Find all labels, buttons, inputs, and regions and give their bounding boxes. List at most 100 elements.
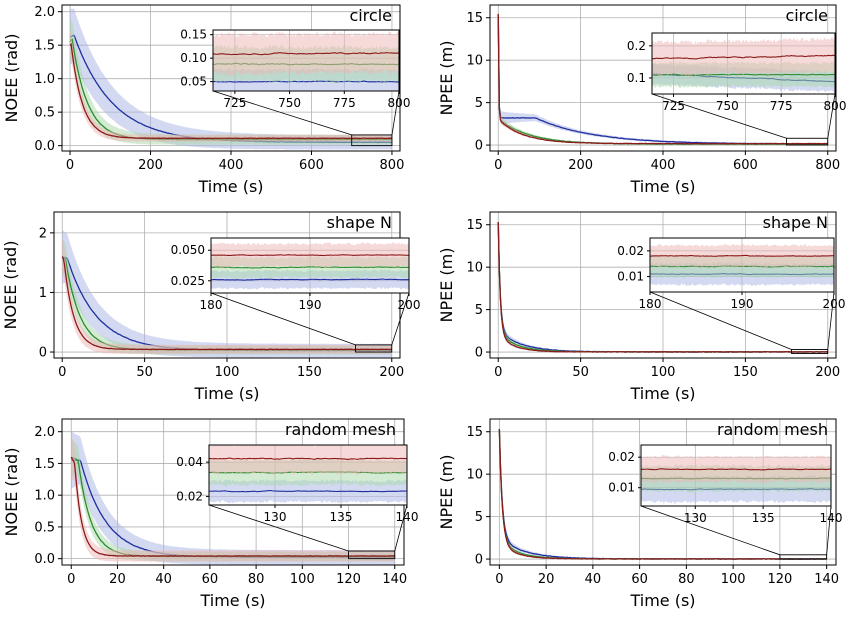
y-axis-label: NOEE (rad) [2, 448, 21, 537]
x-tick-label: 140 [382, 572, 407, 587]
inset-x-tick-label: 135 [752, 511, 775, 525]
series-line-red [497, 222, 828, 353]
x-tick-label: 80 [248, 572, 265, 587]
x-tick-label: 60 [202, 572, 219, 587]
y-tick-label: 1 [39, 286, 47, 301]
inset-y-tick-label: 0.025 [171, 274, 205, 288]
plot-frame [489, 418, 837, 566]
x-tick-label: 40 [585, 572, 602, 587]
y-tick-label: 0.5 [34, 106, 55, 121]
inset-x-tick-label: 130 [684, 511, 707, 525]
inset-p1: 725 750 775 800 0.05 0.10 0.15 [180, 28, 410, 110]
x-tick-label: 100 [651, 365, 676, 380]
inset-line-blue [213, 80, 399, 83]
x-tick-label: 150 [297, 365, 322, 380]
inset-line-red [641, 468, 831, 471]
x-tick-label: 800 [380, 158, 405, 173]
series-line-red [70, 456, 395, 557]
y-tick-label: 0 [475, 553, 483, 568]
band-red [62, 238, 392, 355]
x-tick-label: 140 [814, 572, 839, 587]
inset-x-tick-label: 200 [823, 297, 846, 311]
x-tick-label: 0 [494, 365, 502, 380]
x-tick-label: 200 [138, 158, 163, 173]
inset-x-tick-label: 140 [820, 511, 843, 525]
zoom-box [779, 554, 828, 560]
inset-y-tick-label: 0.10 [180, 51, 207, 65]
y-tick-label: 10 [466, 468, 483, 483]
chart-p1: 0 200 400 600 800 0.0 0.5 1.0 1.5 2.0 Time (s) NOEE… [2, 4, 410, 196]
inset-line-red [650, 254, 834, 257]
inset-x-tick-label: 725 [223, 96, 246, 110]
y-tick-label: 10 [466, 54, 483, 69]
x-tick-label: 20 [109, 572, 126, 587]
inset-line-red [213, 52, 399, 56]
inset-x-tick-label: 140 [396, 510, 419, 524]
x-tick-label: 100 [721, 572, 746, 587]
y-tick-label: 1.5 [34, 39, 55, 54]
x-axis-label: Time (s) [199, 591, 265, 610]
inset-y-tick-label: 0.05 [180, 75, 207, 89]
x-axis-label: Time (s) [193, 384, 259, 403]
x-tick-label: 50 [136, 365, 153, 380]
x-tick-label: 0 [58, 365, 66, 380]
series-line-red [497, 13, 828, 145]
inset-y-tick-label: 0.1 [627, 71, 646, 85]
x-tick-label: 40 [155, 572, 172, 587]
series-line-red [61, 256, 392, 351]
inset-x-tick-label: 775 [770, 99, 793, 113]
zoom-box [786, 137, 829, 146]
inset-y-tick-label: 0.01 [608, 481, 635, 495]
panel-title: random mesh [717, 420, 828, 439]
inset-x-tick-label: 180 [200, 298, 223, 312]
zoom-box [348, 550, 396, 560]
x-tick-label: 0 [66, 158, 74, 173]
chart-p3: 0 50 100 150 200 0 1 2 Time (s) NOEE (rad) shape N… [1, 211, 421, 403]
inset-p2: 725 750 775 800 0.1 0.2 [627, 32, 846, 113]
y-axis-label: NPEE (m) [437, 248, 456, 323]
x-tick-label: 100 [215, 365, 240, 380]
inset-line-red [211, 254, 409, 257]
y-tick-label: 0.0 [34, 139, 55, 154]
x-tick-label: 100 [290, 572, 315, 587]
inset-line-red [652, 54, 835, 60]
y-tick-label: 1.0 [34, 72, 55, 87]
x-tick-label: 400 [219, 158, 244, 173]
inset-line-red [209, 457, 407, 461]
series-line-red [498, 429, 827, 560]
x-axis-label: Time (s) [629, 384, 695, 403]
y-tick-label: 0 [475, 346, 483, 361]
x-tick-label: 0 [494, 158, 502, 173]
x-axis-label: Time (s) [197, 177, 263, 196]
y-tick-label: 5 [475, 96, 483, 111]
inset-x-tick-label: 200 [398, 298, 421, 312]
inset-band-red [209, 445, 407, 475]
panel-title: shape N [763, 213, 828, 232]
x-tick-label: 20 [538, 572, 555, 587]
inset-x-tick-label: 130 [264, 510, 287, 524]
x-axis-label: Time (s) [629, 591, 695, 610]
y-tick-label: 2.0 [34, 5, 55, 20]
inset-y-tick-label: 0.02 [608, 450, 635, 464]
inset-y-tick-label: 0.02 [176, 489, 203, 503]
band-red [71, 434, 395, 562]
x-tick-label: 120 [767, 572, 792, 587]
chart-p4: 0 50 100 150 200 0 5 10 15 Time (s) NPEE (m) shape … [437, 211, 846, 403]
x-axis-label: Time (s) [629, 177, 695, 196]
inset-line-blue [209, 489, 407, 493]
zoom-box [355, 344, 393, 353]
x-tick-label: 80 [678, 572, 695, 587]
inset-y-tick-label: 0.050 [171, 243, 205, 257]
inset-p5: 130 135 140 0.02 0.04 [176, 444, 419, 524]
inset-x-tick-label: 190 [299, 298, 322, 312]
x-tick-label: 200 [568, 158, 593, 173]
x-tick-label: 60 [631, 572, 648, 587]
inset-y-tick-label: 0.02 [617, 244, 644, 258]
x-tick-label: 600 [299, 158, 324, 173]
y-tick-label: 1.0 [34, 489, 55, 504]
inset-x-tick-label: 190 [731, 297, 754, 311]
panel-title: circle [349, 6, 392, 25]
y-tick-label: 10 [466, 261, 483, 276]
inset-x-tick-label: 135 [330, 510, 353, 524]
